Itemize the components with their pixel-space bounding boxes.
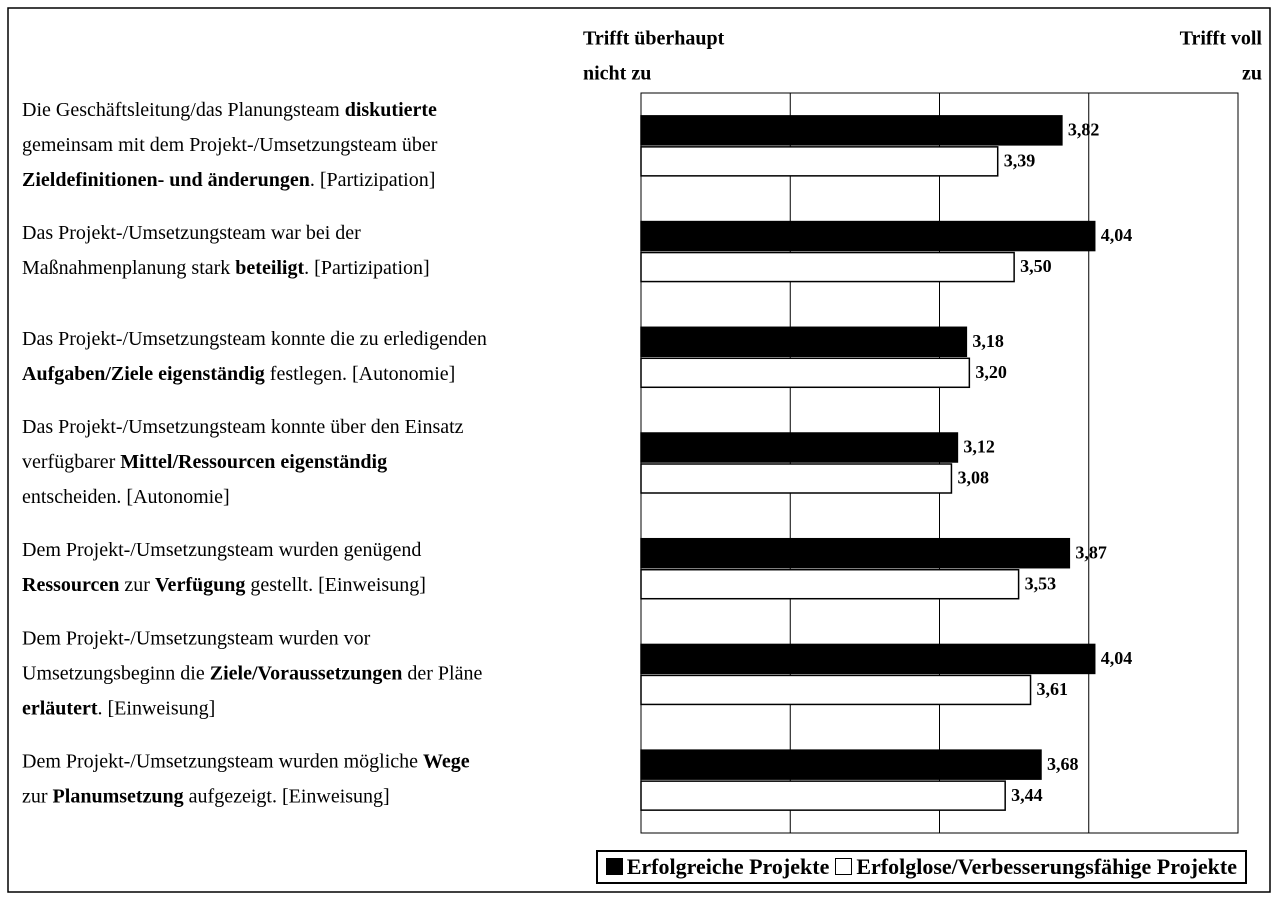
label-run: Dem Projekt-/Umsetzungsteam wurden mögli… — [22, 750, 423, 772]
legend-swatch — [605, 858, 623, 875]
frame — [7, 7, 1271, 893]
bar — [640, 220, 1096, 252]
category-label: Dem Projekt-/Umsetzungsteam wurden mögli… — [22, 750, 470, 772]
category-label: Das Projekt-/Umsetzungsteam war bei der — [22, 222, 361, 244]
label-run: Das Projekt-/Umsetzungsteam war bei der — [22, 222, 361, 244]
legend-text: Erfolgreiche Projekte — [626, 854, 830, 879]
label-run: Maßnahmenplanung stark — [22, 257, 235, 279]
bar — [640, 780, 1006, 811]
label-run: erläutert — [22, 697, 98, 719]
label-run: Die Geschäftsleitung/das Planungsteam — [22, 98, 345, 120]
value-label: 3,61 — [1037, 679, 1069, 699]
category-label: Maßnahmenplanung stark beteiligt. [Parti… — [22, 257, 430, 279]
label-run: . [Partizipation] — [304, 257, 430, 279]
value-label: 3,18 — [972, 331, 1004, 351]
value-label: 3,39 — [1004, 150, 1036, 170]
category-label: zur Planumsetzung aufgezeigt. [Einweisun… — [22, 785, 390, 807]
bar — [640, 146, 999, 177]
value-label: 4,04 — [1101, 648, 1133, 668]
category-label: erläutert. [Einweisung] — [22, 697, 215, 719]
bar — [640, 749, 1042, 780]
label-run: zur — [22, 785, 53, 807]
label-run: festlegen. [Autonomie] — [265, 362, 456, 384]
label-run: beteiligt — [235, 257, 304, 279]
value-label: 3,20 — [975, 362, 1007, 382]
scale-label-low: Trifft überhaupt — [583, 28, 725, 50]
value-label: 3,68 — [1047, 754, 1079, 774]
legend: Erfolgreiche Projekte Erfolglose/Verbesse… — [595, 850, 1247, 884]
bar — [640, 251, 1015, 283]
bar — [640, 432, 959, 463]
category-label: Das Projekt-/Umsetzungsteam konnte über … — [22, 416, 464, 438]
label-run: . [Partizipation] — [310, 168, 436, 190]
category-label: Ressourcen zur Verfügung gestellt. [Einw… — [22, 574, 426, 596]
category-label: Umsetzungsbeginn die Ziele/Voraussetzung… — [22, 662, 482, 684]
bar — [640, 568, 1020, 600]
value-label: 3,53 — [1025, 573, 1057, 593]
bar — [640, 357, 971, 389]
value-label: 3,82 — [1068, 119, 1100, 139]
label-run: Ziele/Voraussetzungen — [210, 662, 403, 684]
label-run: verfügbarer — [22, 451, 120, 473]
label-run: entscheiden. [Autonomie] — [22, 486, 230, 508]
label-run: zur — [119, 574, 155, 596]
value-label: 3,87 — [1075, 542, 1107, 562]
category-label: entscheiden. [Autonomie] — [22, 486, 230, 508]
label-run: Ressourcen — [22, 574, 119, 596]
label-run: Dem Projekt-/Umsetzungsteam wurden vor — [22, 627, 371, 649]
label-run: Wege — [423, 750, 470, 772]
category-label: Dem Projekt-/Umsetzungsteam wurden vor — [22, 627, 371, 649]
value-label: 3,12 — [963, 437, 995, 457]
legend-item: Erfolgreiche Projekte — [605, 854, 830, 880]
category-label: Aufgaben/Ziele eigenständig festlegen. [… — [22, 362, 455, 384]
scale-label-high: zu — [1242, 63, 1262, 85]
bar — [640, 643, 1096, 675]
label-run: Planumsetzung — [53, 785, 184, 807]
category-label: Zieldefinitionen- und änderungen. [Parti… — [22, 168, 435, 190]
bar — [640, 115, 1063, 146]
label-run: diskutierte — [345, 98, 437, 120]
bar — [640, 463, 953, 494]
category-label: Das Projekt-/Umsetzungsteam konnte die z… — [22, 327, 487, 349]
label-run: Zieldefinitionen- und änderungen — [22, 168, 310, 190]
label-run: aufgezeigt. [Einweisung] — [184, 785, 390, 807]
value-label: 3,50 — [1020, 256, 1052, 276]
category-label: gemeinsam mit dem Projekt-/Umsetzungstea… — [22, 133, 438, 155]
label-run: gestellt. [Einweisung] — [245, 574, 426, 596]
scale-label-low: nicht zu — [583, 63, 651, 85]
value-label: 4,04 — [1101, 225, 1133, 245]
category-label: verfügbarer Mittel/Ressourcen eigenständ… — [22, 451, 387, 473]
label-run: Dem Projekt-/Umsetzungsteam wurden genüg… — [22, 539, 421, 561]
label-run: . [Einweisung] — [98, 697, 216, 719]
bar — [640, 326, 968, 358]
label-run: Umsetzungsbeginn die — [22, 662, 210, 684]
scale-label-high: Trifft voll — [1180, 28, 1263, 50]
category-label: Die Geschäftsleitung/das Planungsteam di… — [22, 98, 437, 120]
label-run: gemeinsam mit dem Projekt-/Umsetzungstea… — [22, 133, 438, 155]
bar — [640, 674, 1032, 706]
legend-text: Erfolglose/Verbesserungsfähige Projekte — [856, 854, 1237, 879]
legend-swatch — [835, 858, 853, 875]
label-run: Verfügung — [155, 574, 245, 596]
bar — [640, 537, 1071, 569]
value-label: 3,44 — [1011, 785, 1042, 805]
label-run: Das Projekt-/Umsetzungsteam konnte über … — [22, 416, 464, 438]
category-label: Dem Projekt-/Umsetzungsteam wurden genüg… — [22, 539, 421, 561]
legend-item: Erfolglose/Verbesserungsfähige Projekte — [835, 854, 1237, 880]
label-run: Mittel/Ressourcen eigenständig — [120, 451, 387, 473]
value-label: 3,08 — [957, 468, 989, 488]
label-run: Aufgaben/Ziele eigenständig — [22, 362, 265, 384]
label-run: der Pläne — [402, 662, 482, 684]
label-run: Das Projekt-/Umsetzungsteam konnte die z… — [22, 327, 487, 349]
